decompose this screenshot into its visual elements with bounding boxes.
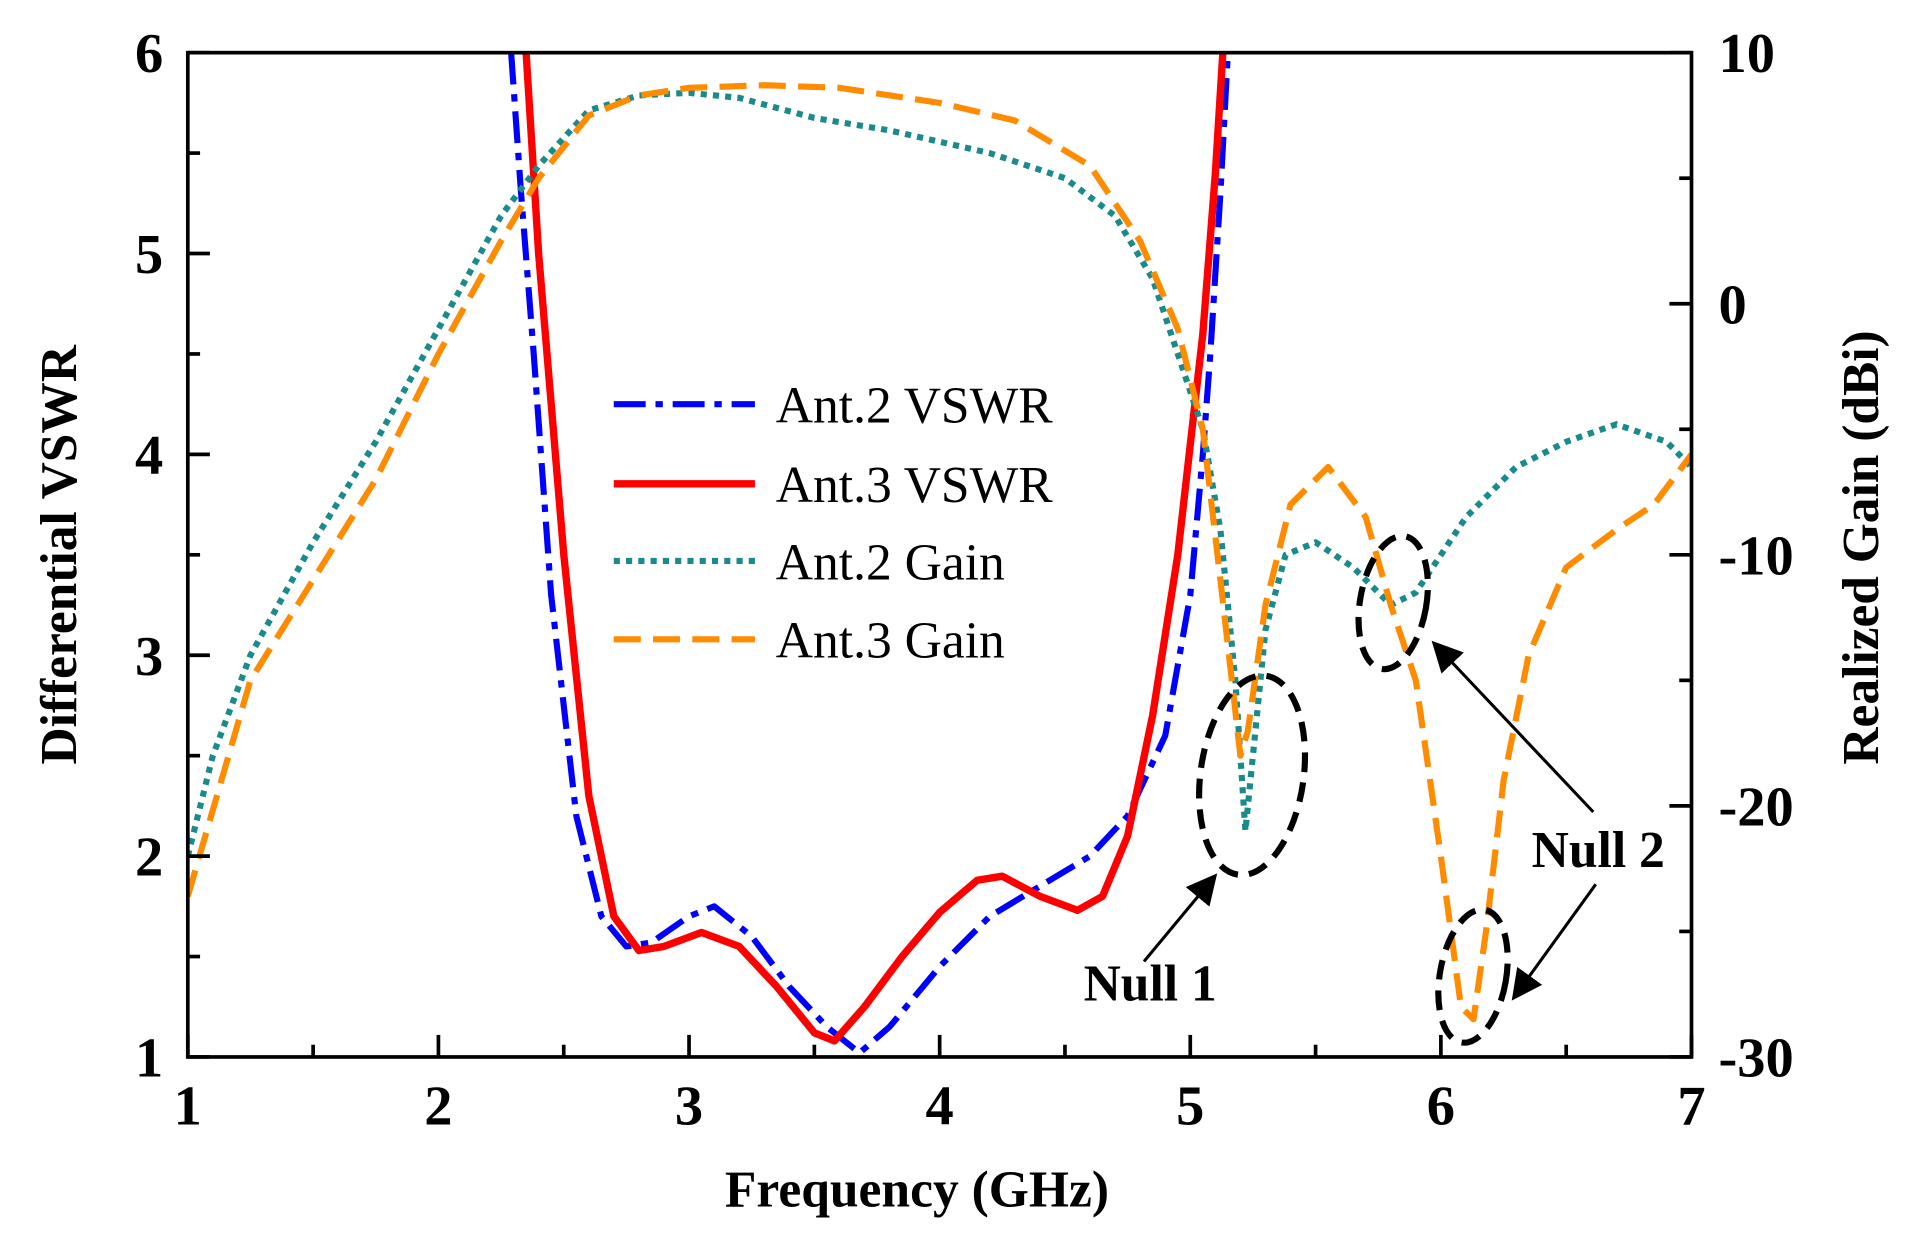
x-tick-label: 4 (926, 1075, 954, 1137)
legend-label: Ant.3 Gain (776, 613, 1005, 670)
y2-tick-label: 10 (1719, 23, 1775, 85)
null-2-arrow (1431, 640, 1595, 814)
y-tick-label: 4 (135, 425, 163, 487)
x-tick-label: 7 (1677, 1075, 1705, 1137)
null-1-arrow (1142, 873, 1218, 963)
y2-tick-label: 0 (1719, 274, 1747, 336)
legend-label: Ant.3 VSWR (776, 457, 1053, 514)
x-tick-label: 6 (1427, 1075, 1455, 1137)
null-1-label: Null 1 (1084, 956, 1217, 1013)
x-tick-label: 3 (675, 1075, 703, 1137)
legend-label: Ant.2 VSWR (776, 378, 1053, 435)
y2-axis-label: Realized Gain (dBi) (1833, 330, 1890, 764)
x-tick-label: 1 (174, 1075, 202, 1137)
y2-tick-label: -20 (1719, 777, 1794, 839)
null-2-label: Null 2 (1532, 822, 1665, 879)
y-tick-label: 1 (135, 1028, 163, 1090)
x-tick-label: 5 (1176, 1075, 1204, 1137)
series-line-ant-3-gain (187, 82, 1692, 1023)
y2-tick-label: -30 (1719, 1028, 1794, 1090)
annotations (1196, 532, 1511, 1046)
y-tick-label: 3 (135, 626, 163, 688)
x-axis-label: Frequency (GHz) (725, 1161, 1109, 1218)
null-2-ellipse (1435, 906, 1511, 1046)
y2-tick-label: -10 (1719, 525, 1794, 587)
null-2-arrow (1511, 883, 1598, 1001)
y-tick-label: 2 (135, 827, 163, 889)
y-tick-label: 5 (135, 224, 163, 286)
y-axis-label: Differential VSWR (31, 344, 88, 764)
y-tick-label: 6 (135, 23, 163, 85)
series-line-ant-2-vswr (508, 52, 1231, 1056)
legend-label: Ant.2 Gain (776, 534, 1005, 591)
null-2-ellipse (1355, 532, 1431, 673)
legend: Ant.2 VSWR Ant.3 VSWR Ant.2 Gain Ant.3 G… (613, 378, 1053, 670)
x-tick-label: 2 (424, 1075, 452, 1137)
series-line-ant-3-vswr (522, 52, 1227, 1045)
null-1-ellipse (1196, 672, 1309, 879)
